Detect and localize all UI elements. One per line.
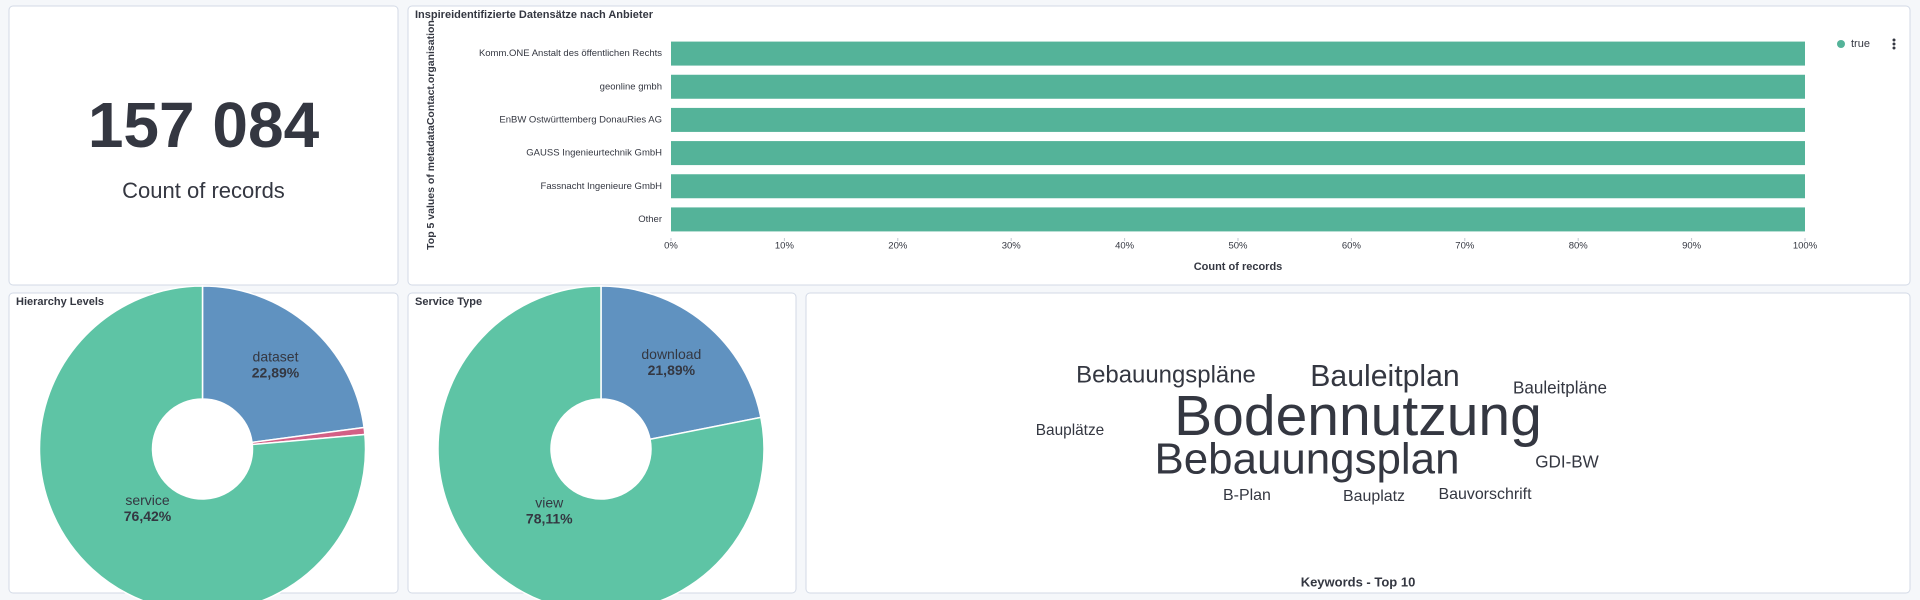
x-tick-label: 60% (1342, 241, 1362, 252)
x-tick-label: 80% (1569, 241, 1589, 252)
word: Bauvorschrift (1438, 486, 1532, 503)
bar (671, 207, 1805, 232)
word: Bauleitpläne (1513, 379, 1607, 398)
word: B-Plan (1223, 487, 1271, 504)
chart-title: Keywords - Top 10 (1301, 574, 1416, 589)
y-tick-label: Other (638, 214, 662, 225)
word: Bauplatz (1343, 488, 1405, 505)
x-tick-label: 30% (1002, 241, 1022, 252)
x-tick-label: 90% (1682, 241, 1702, 252)
word: Bauleitplan (1310, 360, 1459, 393)
chart-title: Service Type (415, 296, 482, 308)
word: Bebauungsplan (1155, 435, 1460, 484)
pie-slice (437, 285, 765, 600)
slice-value: 76,42% (124, 508, 172, 524)
x-tick-label: 0% (664, 241, 678, 252)
y-tick-label: GAUSS Ingenieurtechnik GmbH (526, 148, 662, 159)
x-tick-label: 40% (1115, 241, 1135, 252)
word: Bauplätze (1036, 422, 1104, 439)
menu-icon[interactable] (1892, 38, 1896, 50)
bar (671, 107, 1805, 132)
y-axis-label: Top 5 values of metadataContact.organisa… (425, 20, 437, 250)
x-tick-label: 20% (888, 241, 908, 252)
y-tick-label: EnBW Ostwürttemberg DonauRies AG (499, 114, 662, 125)
slice-label: view (535, 495, 564, 511)
slice-label: download (641, 346, 701, 362)
pie-slice (201, 285, 365, 444)
legend-swatch (1837, 40, 1845, 48)
slice-label: dataset (253, 348, 299, 364)
chart-title: Inspireidentifizierte Datensätze nach An… (415, 9, 654, 21)
bar (671, 141, 1805, 166)
slice-value: 22,89% (252, 364, 300, 380)
word: Bebauungspläne (1076, 361, 1256, 388)
bar (671, 74, 1805, 99)
panel (8, 5, 399, 286)
metric-label: Count of records (122, 178, 285, 203)
pie-slice (38, 285, 367, 600)
x-axis-label: Count of records (1194, 261, 1283, 273)
slice-value: 78,11% (526, 511, 573, 527)
word: GDI-BW (1535, 453, 1599, 472)
x-tick-label: 50% (1228, 241, 1248, 252)
legend-label: true (1851, 38, 1870, 50)
pie-slice (600, 285, 762, 441)
y-tick-label: Fassnacht Ingenieure GmbH (541, 181, 663, 192)
panel (805, 292, 1911, 594)
bar (671, 41, 1805, 66)
slice-label: service (125, 492, 170, 508)
chart-title: Hierarchy Levels (16, 296, 104, 308)
y-tick-label: geonline gmbh (600, 81, 662, 92)
bar (671, 174, 1805, 199)
x-tick-label: 70% (1455, 241, 1475, 252)
y-tick-label: Komm.ONE Anstalt des öffentlichen Rechts (479, 48, 662, 59)
word: Bodennutzung (1174, 384, 1542, 448)
x-tick-label: 100% (1793, 241, 1818, 252)
x-tick-label: 10% (775, 241, 795, 252)
slice-value: 21,89% (648, 362, 696, 378)
metric-value: 157 084 (88, 89, 320, 161)
